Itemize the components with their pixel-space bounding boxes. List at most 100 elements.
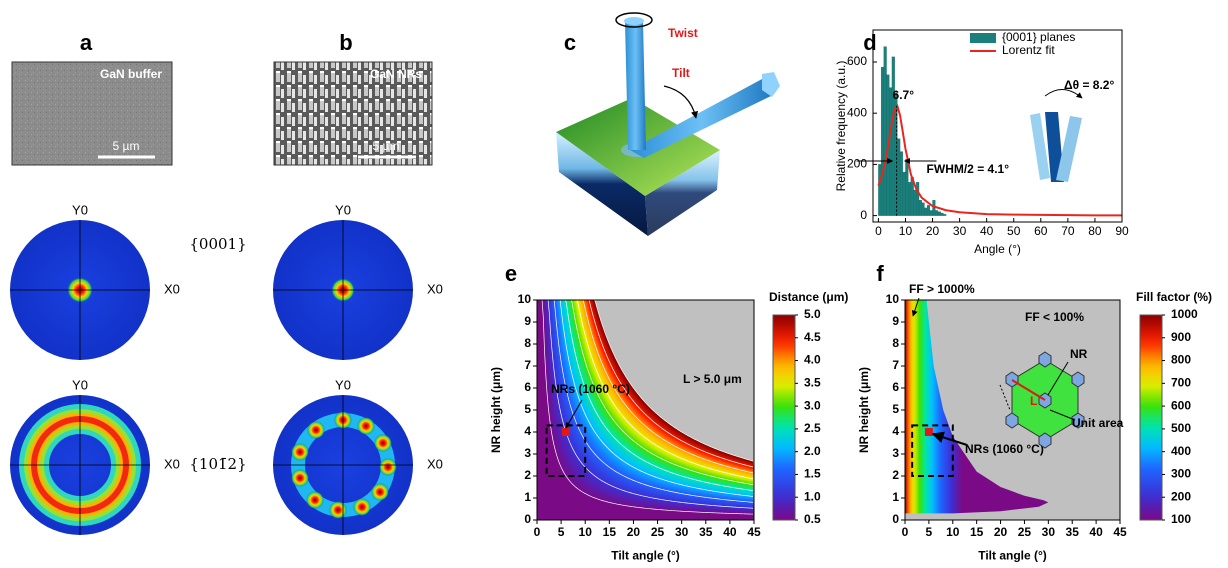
x-tick-label: 35 xyxy=(699,525,713,539)
histogram-bar xyxy=(943,214,947,216)
panel-label: d xyxy=(863,30,876,55)
colorbar-tick-label: 300 xyxy=(1171,467,1191,481)
contour-line xyxy=(537,299,754,491)
x-tick-label: 30 xyxy=(1042,525,1056,539)
inset-label: Unit area xyxy=(1072,416,1124,430)
annotation: FWHM/2 = 4.1° xyxy=(927,162,1010,176)
colorbar-title: Distance (μm) xyxy=(769,290,848,304)
y-axis-title: NR height (μm) xyxy=(489,367,503,453)
sem-label: GaN NRs xyxy=(370,67,422,81)
histogram-bar xyxy=(899,151,903,216)
colorbar-tick-label: 700 xyxy=(1171,376,1191,390)
x-tick-label: 30 xyxy=(675,525,689,539)
panel-label: e xyxy=(505,261,517,286)
x-tick-label: 70 xyxy=(1061,224,1075,238)
x-axis-title: Tilt angle (°) xyxy=(978,549,1047,563)
x-tick-label: 40 xyxy=(980,224,994,238)
x-tick-label: 35 xyxy=(1066,525,1080,539)
colorbar xyxy=(1139,314,1163,521)
sem-image: GaN buffer 5 µm xyxy=(11,61,173,166)
colorbar-tick-label: 0.5 xyxy=(804,512,821,526)
y-axis-title: NR height (μm) xyxy=(857,367,871,453)
contour-line xyxy=(537,299,754,485)
colorbar-tick-label: 4.0 xyxy=(804,353,821,367)
colorbar-tick-label: 1.5 xyxy=(804,467,821,481)
histogram-bar xyxy=(921,202,925,216)
histogram-bar xyxy=(929,210,933,216)
annotation: FF < 100% xyxy=(1025,310,1084,324)
y-axis-title: Relative frequency (a.u.) xyxy=(834,61,848,192)
y-tick-label: 4 xyxy=(892,424,899,438)
y-tick-label: 2 xyxy=(524,468,531,482)
y-tick-label: 8 xyxy=(524,336,531,350)
y-tick-label: 4 xyxy=(524,424,531,438)
sample-point xyxy=(561,428,570,436)
histogram-bar xyxy=(883,46,887,216)
histogram-bar xyxy=(916,182,920,216)
x-tick-label: 0 xyxy=(902,525,909,539)
x-tick-label: 90 xyxy=(1115,224,1129,238)
annotation: L > 5.0 μm xyxy=(683,372,742,386)
y-tick-label: 3 xyxy=(892,446,899,460)
x-tick-label: 10 xyxy=(579,525,593,539)
sample-box xyxy=(911,424,954,477)
y-tick-label: 7 xyxy=(524,358,531,372)
x-tick-label: 0 xyxy=(534,525,541,539)
sample-box xyxy=(545,424,587,477)
y-tick-label: 5 xyxy=(892,402,899,416)
colorbar-tick-label: 1000 xyxy=(1171,307,1198,321)
colorbar xyxy=(772,314,796,521)
inset-illustration: L NR Unit area xyxy=(999,347,1124,449)
tilt-label: Tilt xyxy=(672,66,690,80)
x-tick-label: 45 xyxy=(747,525,761,539)
x-tick-label: 15 xyxy=(970,525,984,539)
x-tick-label: 5 xyxy=(926,525,933,539)
pole-figure: Y0 X0 xyxy=(10,377,180,535)
twist-label: Twist xyxy=(668,26,698,40)
histogram-bar xyxy=(926,205,930,216)
y-tick-label: 10 xyxy=(886,292,900,306)
colorbar-tick-label: 900 xyxy=(1171,330,1191,344)
colorbar-title: Fill factor (%) xyxy=(1136,290,1212,304)
histogram-bar xyxy=(891,56,895,216)
colorbar-tick-label: 500 xyxy=(1171,421,1191,435)
panel-label: f xyxy=(876,261,884,286)
colorbar-tick-label: 4.5 xyxy=(804,330,821,344)
x-tick-label: 15 xyxy=(603,525,617,539)
x-tick-label: 10 xyxy=(946,525,960,539)
y-tick-label: 200 xyxy=(847,157,867,171)
annotation-arrow xyxy=(565,399,583,429)
histogram-bar xyxy=(924,207,928,216)
y-tick-label: 3 xyxy=(524,446,531,460)
panel-label: b xyxy=(339,30,352,55)
x-tick-label: 60 xyxy=(1034,224,1048,238)
sample-point xyxy=(924,428,933,436)
annotation: 6.7° xyxy=(893,88,915,102)
y-tick-label: 9 xyxy=(524,314,531,328)
axis-label: X0 xyxy=(427,456,443,471)
panel-label: c xyxy=(564,30,576,55)
colorbar-tick-label: 200 xyxy=(1171,489,1191,503)
histogram-bar xyxy=(937,211,941,216)
x-tick-label: 40 xyxy=(723,525,737,539)
annotation-arrow xyxy=(931,431,968,446)
pole-figure: Y0 X0 xyxy=(273,202,443,360)
y-tick-label: 1 xyxy=(524,490,531,504)
x-tick-label: 25 xyxy=(1018,525,1032,539)
inset-label: NR xyxy=(1070,347,1088,361)
scale-bar-label: 5 µm xyxy=(373,139,400,153)
colorbar-tick-label: 800 xyxy=(1171,353,1191,367)
contour-line xyxy=(537,299,754,497)
histogram-bar xyxy=(897,138,901,216)
histogram-bar xyxy=(889,87,893,216)
y-tick-label: 7 xyxy=(892,358,899,372)
colorbar-tick-label: 1.0 xyxy=(804,489,821,503)
tilt-twist-illustration: Twist Tilt xyxy=(556,12,780,236)
x-tick-label: 50 xyxy=(1007,224,1021,238)
histogram-bar xyxy=(880,66,884,216)
x-axis-title: Angle (°) xyxy=(974,242,1021,256)
colorbar-tick-label: 400 xyxy=(1171,444,1191,458)
colorbar-tick-label: 3.5 xyxy=(804,376,821,390)
x-tick-label: 30 xyxy=(953,224,967,238)
